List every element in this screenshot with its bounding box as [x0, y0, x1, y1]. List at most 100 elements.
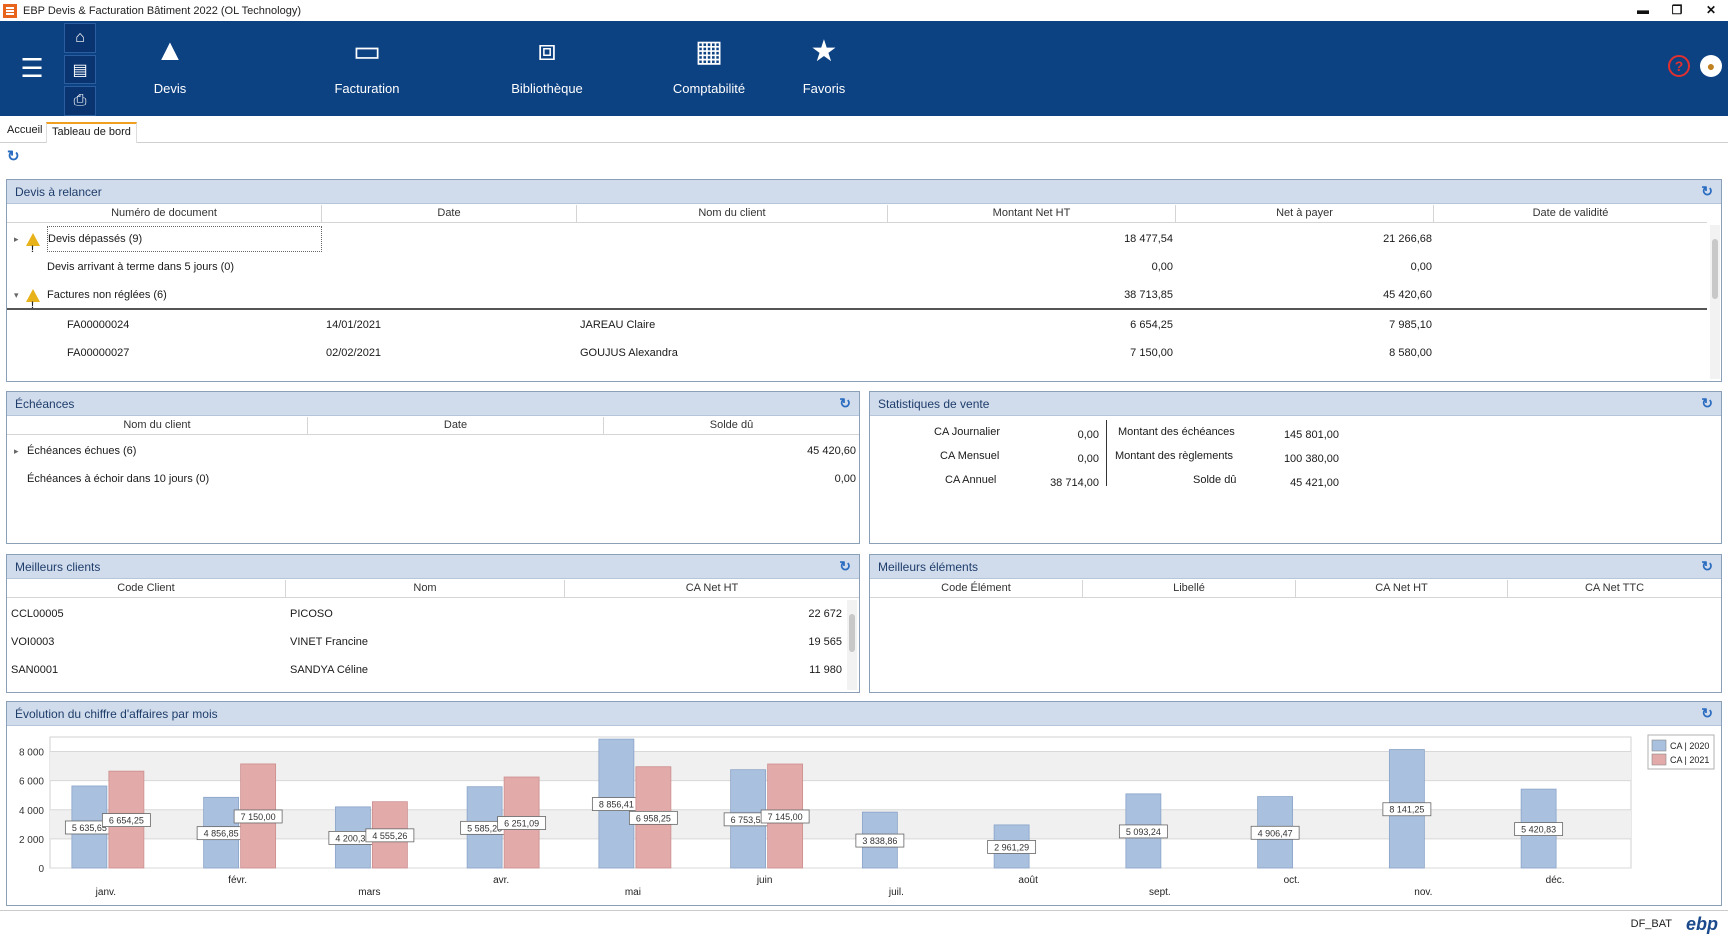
table-row[interactable]: VOI0003 VINET Francine 19 565: [7, 628, 847, 656]
group-row[interactable]: ▾ Factures non réglées (6) 38 713,85 45 …: [7, 281, 1707, 319]
vertical-scrollbar[interactable]: [1710, 225, 1720, 379]
doc-date: 02/02/2021: [326, 347, 382, 359]
window-title: EBP Devis & Facturation Bâtiment 2022 (O…: [23, 4, 301, 17]
doc-number: FA00000027: [67, 347, 130, 359]
data-label: 6 654,25: [109, 816, 144, 826]
stat-value: 100 380,00: [1283, 453, 1339, 465]
table-row[interactable]: CCL00005 PICOSO 22 672: [7, 600, 847, 628]
expand-icon[interactable]: ▸: [14, 234, 19, 244]
restore-button[interactable]: ❐: [1671, 3, 1683, 17]
col-code-client[interactable]: Code Client: [7, 580, 286, 598]
revenue-chart: 0 2 000 4 000 6 000 8 000 5 635,656 654,25 jan…: [19, 734, 1715, 898]
account-icon[interactable]: ●: [1700, 55, 1722, 77]
doc-montant: 7 150,00: [1130, 347, 1173, 359]
group-row[interactable]: Devis arrivant à terme dans 5 jours (0) …: [7, 253, 1707, 281]
col-numero[interactable]: Numéro de document: [7, 205, 322, 223]
grid-header: Numéro de document Date Nom du client Mo…: [7, 205, 1707, 223]
expand-icon[interactable]: ▸: [14, 446, 19, 456]
data-label-box: [1250, 825, 1300, 840]
x-tick-label: mai: [625, 887, 641, 898]
nav-devis[interactable]: ▲ Devis: [120, 21, 220, 116]
collapse-icon[interactable]: ▾: [14, 290, 19, 300]
data-label: 4 906,47: [1258, 828, 1293, 838]
table-row[interactable]: FA00000027 02/02/2021 GOUJUS Alexandra 7…: [7, 339, 1707, 367]
refresh-icon[interactable]: ↻: [839, 558, 851, 574]
home-icon[interactable]: ⌂: [64, 23, 96, 53]
quick-access-bar: ⌂ ▤ ⎙: [64, 23, 96, 117]
y-tick-label: 4 000: [19, 806, 44, 817]
col-nom[interactable]: Nom: [286, 580, 565, 598]
group-row[interactable]: Échéances à échoir dans 10 jours (0) 0,0…: [7, 465, 859, 493]
close-button[interactable]: ✕: [1705, 3, 1717, 17]
tab-tableau-de-bord[interactable]: Tableau de bord: [46, 122, 137, 143]
col-ca-ht[interactable]: CA Net HT: [1296, 580, 1508, 598]
col-net[interactable]: Net à payer: [1176, 205, 1434, 223]
data-label: 7 145,00: [768, 812, 803, 822]
nav-facturation-label: Facturation: [334, 81, 400, 96]
calculator-icon: ▦: [694, 34, 724, 68]
col-libelle[interactable]: Libellé: [1083, 580, 1296, 598]
panel-devis-a-relancer: Devis à relancer ↻ Numéro de document Da…: [6, 179, 1722, 382]
refresh-icon[interactable]: ↻: [839, 395, 851, 411]
group-row[interactable]: ▸ Échéances échues (6) 45 420,60: [7, 437, 859, 465]
scrollbar-thumb[interactable]: [849, 614, 855, 652]
data-label-box: [987, 840, 1037, 854]
col-montant[interactable]: Montant Net HT: [888, 205, 1176, 223]
document-tabs: Accueil Tableau de bord: [0, 116, 1728, 143]
address-book-icon[interactable]: ▤: [64, 54, 96, 85]
table-row[interactable]: FA00000024 14/01/2021 JAREAU Claire 6 65…: [7, 311, 1707, 339]
group-value: 45 420,60: [807, 445, 856, 457]
col-ca-ttc[interactable]: CA Net TTC: [1584, 582, 1645, 594]
group-label: Échéances échues (6): [27, 445, 137, 457]
minimize-button[interactable]: ▬: [1637, 3, 1649, 17]
col-client[interactable]: Nom du client: [7, 417, 308, 435]
col-date[interactable]: Date: [322, 205, 577, 223]
star-icon: ★: [810, 34, 838, 68]
printer-icon[interactable]: ⎙: [64, 86, 96, 117]
refresh-icon[interactable]: ↻: [1701, 705, 1713, 721]
group-label: Devis arrivant à terme dans 5 jours (0): [47, 261, 235, 273]
doc-net: 8 580,00: [1389, 347, 1432, 359]
col-ca[interactable]: CA Net HT: [685, 582, 739, 594]
table-row[interactable]: SAN0001 SANDYA Céline 11 980: [7, 656, 847, 684]
vertical-scrollbar[interactable]: [847, 600, 857, 690]
data-label: 5 420,83: [1521, 825, 1556, 835]
refresh-icon[interactable]: ↻: [1701, 558, 1713, 574]
col-solde[interactable]: Solde dû: [709, 419, 754, 431]
menu-icon[interactable]: ☰: [20, 53, 44, 83]
data-label-box: [760, 809, 810, 824]
data-label: 8 856,41: [599, 800, 634, 810]
data-label: 4 200,36: [335, 833, 370, 843]
col-client[interactable]: Nom du client: [577, 205, 888, 223]
panel-echeances: Échéances ↻ Nom du client Date Solde dû …: [6, 391, 860, 544]
nav-bibliotheque[interactable]: ⧈ Bibliothèque: [497, 21, 597, 116]
grid-header: Code Client Nom CA Net HT: [7, 580, 859, 598]
col-validite[interactable]: Date de validité: [1532, 207, 1609, 219]
refresh-icon[interactable]: ↻: [7, 148, 20, 165]
refresh-icon[interactable]: ↻: [1701, 183, 1713, 199]
legend-label: CA | 2020: [1670, 741, 1709, 751]
y-tick-label: 8 000: [19, 748, 44, 759]
nav-facturation[interactable]: ▭ Facturation: [317, 21, 417, 116]
nav-comptabilite[interactable]: ▦ Comptabilité: [659, 21, 759, 116]
nav-favoris[interactable]: ★ Favoris: [774, 21, 874, 116]
refresh-icon[interactable]: ↻: [1701, 395, 1713, 411]
group-row[interactable]: ▸ Devis dépassés (9) 18 477,54 21 266,68: [7, 225, 1707, 263]
group-label: Échéances à échoir dans 10 jours (0): [27, 473, 210, 485]
col-date[interactable]: Date: [308, 417, 604, 435]
grid-header: Nom du client Date Solde dû: [7, 417, 859, 435]
col-code-element[interactable]: Code Élément: [870, 580, 1083, 598]
scrollbar-thumb[interactable]: [1712, 239, 1718, 299]
help-icon[interactable]: ?: [1668, 55, 1690, 77]
data-label-box: [101, 813, 151, 827]
tab-accueil[interactable]: Accueil: [7, 124, 43, 136]
ebp-logo: ebp: [1685, 914, 1718, 934]
panel-title: Évolution du chiffre d'affaires par mois: [15, 707, 218, 721]
stat-value: 145 801,00: [1283, 429, 1339, 441]
grid-header: Code Élément Libellé CA Net HT CA Net TT…: [870, 580, 1721, 598]
panel-meilleurs-clients: Meilleurs clients ↻ Code Client Nom CA N…: [6, 554, 860, 693]
data-label: 7 150,00: [241, 812, 276, 822]
grid-band: [50, 809, 1631, 839]
stat-label: Montant des échéances: [1118, 426, 1235, 438]
data-label: 5 585,25: [467, 823, 502, 833]
